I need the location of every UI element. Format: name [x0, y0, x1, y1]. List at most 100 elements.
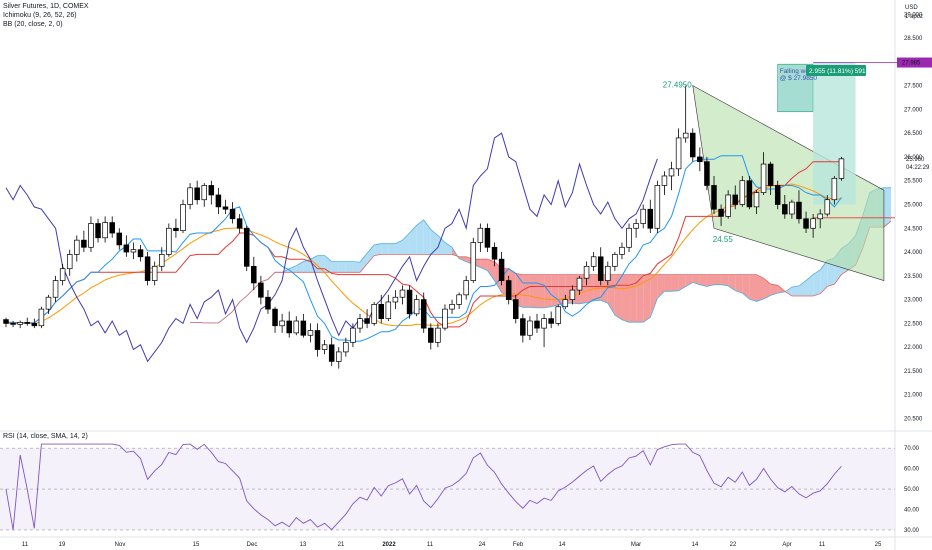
- candle-body: [52, 280, 59, 298]
- cloud-segment: [813, 269, 821, 297]
- candle-body: [116, 232, 123, 246]
- legend-rsi[interactable]: RSI (14, close, SMA, 14, 2): [3, 433, 88, 440]
- time-tick-label: 22: [730, 542, 737, 548]
- price-tick-label: 27.500: [904, 84, 923, 90]
- cloud-segment: [742, 274, 750, 300]
- time-axis[interactable]: 11 19 Nov 15 Dec 13 21 2022 11 24 Feb 14 Mar 14 22 Apr 1…: [22, 542, 882, 548]
- senkou-span-b: [190, 220, 892, 324]
- rsi-pane: [0, 443, 895, 531]
- legend-ichimoku[interactable]: Ichimoku (9, 26, 52, 26): [3, 12, 77, 19]
- cloud-segment: [551, 274, 559, 307]
- candle-body: [562, 299, 569, 308]
- price-tick-label: 28.500: [904, 36, 923, 42]
- time-tick-label: Apr: [782, 542, 791, 548]
- time-tick-label: 24: [479, 542, 486, 548]
- cloud-segment: [529, 274, 537, 308]
- cloud-segment: [883, 187, 891, 228]
- candle-body: [258, 282, 264, 298]
- candle-body: [619, 246, 625, 255]
- candle-body: [38, 308, 45, 327]
- candle-body: [746, 180, 753, 208]
- cloud-segment: [317, 255, 325, 273]
- cloud-segment: [671, 274, 679, 292]
- high-label: 27.4950: [663, 81, 692, 90]
- cloud-segment: [657, 274, 665, 299]
- candle-body: [357, 318, 363, 329]
- candle-body: [66, 254, 73, 270]
- time-tick-label: Nov: [115, 542, 126, 548]
- cloud-segment: [437, 235, 445, 255]
- candle-body: [399, 289, 406, 298]
- time-tick-label: 14: [559, 542, 566, 548]
- cloud-segment: [430, 229, 438, 255]
- cloud-segment: [643, 274, 651, 323]
- cloud-segment: [289, 265, 297, 273]
- candle-body: [463, 280, 469, 296]
- candle-body: [180, 204, 186, 231]
- cloud-segment: [784, 287, 792, 297]
- candle-body: [597, 256, 604, 281]
- candle-body: [243, 227, 250, 267]
- cloud-segment: [296, 261, 304, 273]
- candle-body: [307, 330, 314, 336]
- cloud-segment: [650, 274, 658, 318]
- cloud-segment: [544, 274, 552, 308]
- cloud-segment: [706, 274, 714, 287]
- time-tick-label: 11: [427, 542, 434, 548]
- candle-body: [739, 180, 746, 205]
- candle-body: [774, 185, 781, 205]
- candle-body: [194, 187, 200, 201]
- candle-body: [24, 322, 30, 324]
- target-text-2: @ $ 27.9850: [780, 75, 818, 82]
- cloud-segment: [515, 273, 523, 308]
- cloud-segment: [367, 244, 375, 264]
- cloud-segment: [827, 257, 835, 287]
- candle-body: [286, 320, 292, 334]
- time-tick-label: Mar: [631, 542, 641, 548]
- time-tick-label: Feb: [513, 542, 524, 548]
- candle-body: [159, 254, 165, 267]
- rsi-tick-label: 60.00: [904, 467, 920, 473]
- price-tick-label: 21.000: [904, 393, 923, 399]
- candle-body: [144, 256, 151, 281]
- candle-body: [725, 194, 731, 217]
- candle-body: [484, 227, 491, 248]
- candle-body: [520, 318, 526, 336]
- candle-body: [576, 277, 583, 291]
- candle-body: [102, 222, 108, 239]
- cloud-segment: [749, 274, 757, 302]
- currency-label: USD: [905, 5, 918, 11]
- candle-body: [229, 208, 236, 220]
- candle-body: [505, 280, 512, 300]
- countdown: 04:22:29: [906, 165, 930, 171]
- cloud-segment: [692, 274, 700, 285]
- candle-body: [824, 199, 831, 215]
- cloud-segment: [636, 274, 644, 323]
- cloud-segment: [763, 278, 771, 300]
- candle-body: [95, 223, 101, 239]
- candle-body: [654, 185, 661, 229]
- price-tick-label: 23.500: [904, 274, 923, 280]
- candle-body: [328, 344, 335, 362]
- price-tick-label: 24.500: [904, 226, 923, 232]
- cloud-segment: [360, 253, 368, 273]
- time-tick-label: 11: [819, 542, 826, 548]
- cloud-segment: [395, 240, 403, 255]
- candle-body: [527, 320, 533, 336]
- candle-body: [385, 301, 392, 319]
- cloud-segment: [586, 274, 594, 303]
- candle-body: [350, 327, 356, 343]
- candle-body: [88, 223, 94, 248]
- candle-body: [491, 246, 498, 260]
- unit-label: 1 apoz: [905, 14, 923, 20]
- legend-bb[interactable]: BB (20, close, 2, 0): [3, 21, 63, 28]
- cloud-segment: [331, 261, 339, 273]
- candle-body: [3, 319, 9, 324]
- legend-symbol[interactable]: Silver Futures, 1D, COMEX: [3, 3, 89, 10]
- cloud-segment: [423, 219, 431, 255]
- candle-body: [151, 265, 158, 281]
- candle-body: [222, 206, 229, 210]
- candle-body: [704, 161, 710, 186]
